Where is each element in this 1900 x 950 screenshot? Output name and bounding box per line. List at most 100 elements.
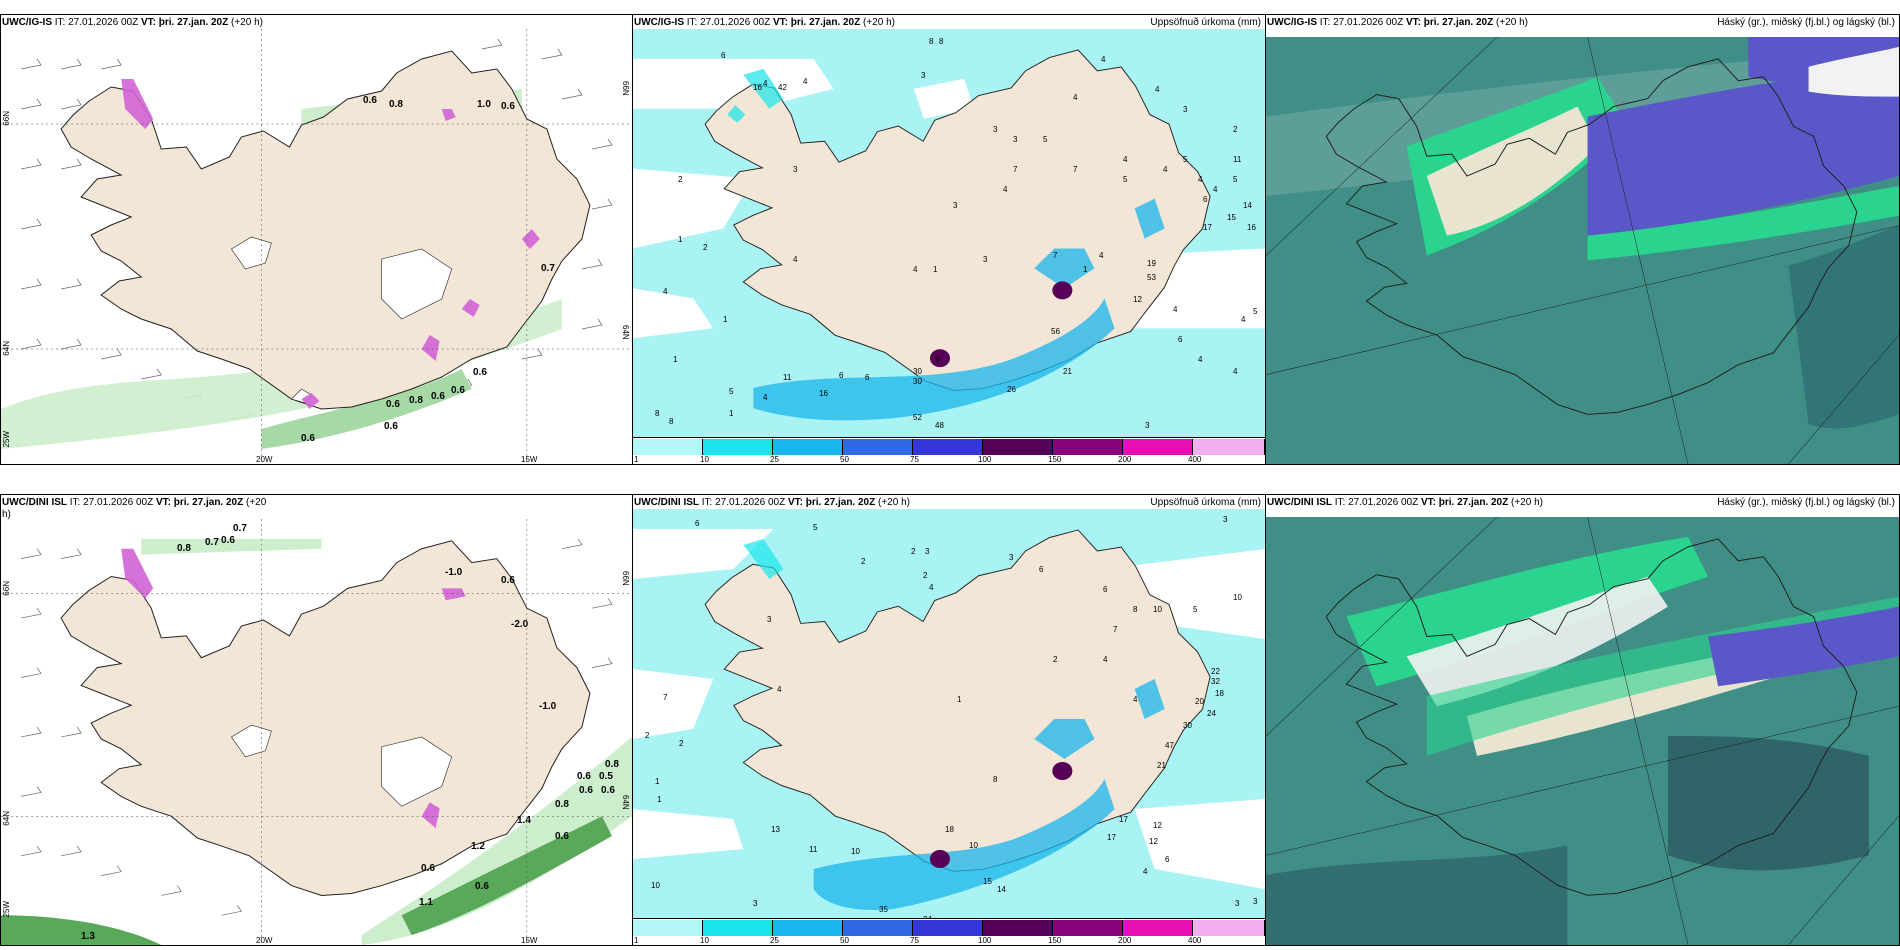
axis-label-lat1: 66N [2,111,11,126]
value-label: 3 [1253,897,1258,906]
value-label: 3 [921,71,926,80]
value-label: 17 [1119,815,1128,824]
axis-label-lon3: 25W [2,901,11,918]
value-label: 3 [1013,135,1018,144]
value-label: 6 [1178,335,1183,344]
value-label: 2 [1233,125,1238,134]
value-label: 1.0 [477,99,491,110]
value-label: 3 [1183,105,1188,114]
value-label: 4 [1003,185,1008,194]
legend-swatch [703,920,773,936]
legend-tick: 25 [770,455,779,464]
panel-header: UWC/DINI ISL IT: 27.01.2026 00Z VT: þri.… [1267,497,1543,508]
value-label: 0.8 [177,543,191,554]
legend-swatch [843,920,913,936]
value-label: 4 [763,79,768,88]
panel-title: Háský (gr.), miðský (fj.bl.) og lágský (… [1717,17,1895,28]
value-label: 14 [997,885,1006,894]
axis-label-x2: 15W [521,455,538,464]
axis-label-lat1: 66N [2,581,11,596]
legend-swatch [983,439,1053,455]
value-label: 11 [783,373,792,382]
value-label: 10 [969,841,978,850]
value-label: 4 [1198,175,1203,184]
legend-swatch [1123,439,1193,455]
panel-precip-bottom: UWC/DINI ISL IT: 27.01.2026 00Z VT: þri.… [632,494,1266,946]
value-label: 0.6 [451,385,465,396]
value-label: 0.6 [431,391,445,402]
value-label: 4 [803,77,808,86]
value-label: 19 [1147,259,1156,268]
axis-label-lat-right1: 66N [621,571,630,586]
value-label: 10 [851,847,860,856]
value-label: 0.8 [555,799,569,810]
legend-swatch [983,920,1053,936]
value-label: 0.8 [389,99,403,110]
value-label: 3 [753,899,758,908]
value-label: 1 [933,265,938,274]
value-labels: 6 8 8 4 3 4 4 4 2 1 16 42 4 3 3 3 5 7 5 … [633,15,1265,464]
axis-label-lat-right2: 64N [621,325,630,340]
legend-tick: 10 [700,936,709,945]
value-label: 4 [1099,251,1104,260]
panel-precip-top: UWC/IG-IS IT: 27.01.2026 00Z VT: þri. 27… [632,14,1266,465]
value-label: 6 [1203,195,1208,204]
panel-header: UWC/DINI ISL IT: 27.01.2026 00Z VT: þri.… [2,497,267,520]
value-label: 3 [953,201,958,210]
value-label: -1.0 [445,567,463,578]
value-label: 2 [861,557,866,566]
value-label: 8 [993,775,998,784]
value-label: 18 [1215,689,1224,698]
value-label: 6 [839,371,844,380]
value-label: 6 [721,51,726,60]
cloud-map [1266,517,1899,945]
value-label: 7 [663,693,668,702]
value-label: 1 [673,355,678,364]
value-label: -2.0 [511,619,529,630]
value-label: 17 [1203,223,1212,232]
value-label: 7 [1073,165,1078,174]
value-label: 2 [645,731,650,740]
value-label: 4 [1123,155,1128,164]
legend-swatch [843,439,913,455]
value-label: 1 [657,795,662,804]
value-label: 0.6 [555,831,569,842]
value-label: 4 [929,583,934,592]
value-label: 1 [723,315,728,324]
axis-label-lat-right2: 64N [621,795,630,810]
value-label: 3 [1145,421,1150,430]
value-label: 4 [793,255,798,264]
value-label: 0.8 [605,759,619,770]
value-label: 21 [1157,761,1166,770]
value-label: 5 [1253,307,1258,316]
value-label: 42 [778,83,787,92]
value-label: 10 [1233,593,1242,602]
precip-map [633,509,1265,919]
value-label: 20 [1195,697,1204,706]
value-labels: 0.6 0.8 1.0 0.6 0.7 0.6 0.6 0.6 0.8 0.6 … [1,15,632,464]
value-label: 4 [1163,165,1168,174]
value-label: 10 [651,881,660,890]
axis-label-x1: 20W [256,455,273,464]
value-label: 3 [793,165,798,174]
wind-map [1,29,632,464]
value-label: 30 [913,377,922,386]
value-label: 0.6 [421,863,435,874]
value-label: 1 [729,409,734,418]
value-label: 30 [1183,721,1192,730]
legend-swatch [633,920,703,936]
value-label: 2 [1053,655,1058,664]
value-label: -1.0 [539,701,557,712]
value-label: 48 [935,421,944,430]
wind-map [1,519,632,945]
legend-tick: 100 [978,455,992,464]
panel-cloud-bottom: UWC/DINI ISL IT: 27.01.2026 00Z VT: þri.… [1265,494,1900,946]
value-label: 12 [1153,821,1162,830]
value-label: 4 [1173,305,1178,314]
value-label: 8 [669,417,674,426]
value-label: 3 [983,255,988,264]
value-label: 47 [1165,741,1174,750]
value-label: 4 [777,685,782,694]
value-label: 8 [939,37,944,46]
value-label: 5 [1183,155,1188,164]
